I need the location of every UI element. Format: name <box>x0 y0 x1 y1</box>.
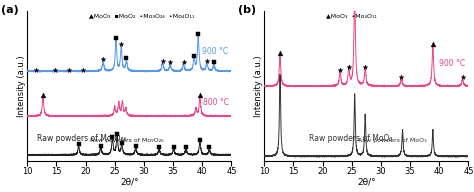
Text: 800 °C: 800 °C <box>202 98 228 107</box>
X-axis label: 2θ/°: 2θ/° <box>120 177 139 186</box>
Text: ▲MoO₃  •Mo₄O₁₁: ▲MoO₃ •Mo₄O₁₁ <box>326 13 376 18</box>
Text: Raw powders of Mo₉O₂₆: Raw powders of Mo₉O₂₆ <box>90 138 163 143</box>
Text: Raw powders of MoO₃: Raw powders of MoO₃ <box>358 138 427 143</box>
Text: 900 °C: 900 °C <box>202 47 228 56</box>
Text: 900 °C: 900 °C <box>439 59 465 68</box>
Y-axis label: Intensity (a.u.): Intensity (a.u.) <box>254 55 263 117</box>
Text: Raw powders of Mo₉O₂₆: Raw powders of Mo₉O₂₆ <box>37 134 127 143</box>
Text: (b): (b) <box>238 6 256 16</box>
Text: (a): (a) <box>1 6 18 16</box>
Text: ▲MoO₃  ▪MoO₂  •Mo₉O₂₆  •Mo₄O₁₁: ▲MoO₃ ▪MoO₂ •Mo₉O₂₆ •Mo₄O₁₁ <box>89 13 194 18</box>
X-axis label: 2θ/°: 2θ/° <box>357 177 376 186</box>
Text: Raw powders of MoO₃: Raw powders of MoO₃ <box>309 134 392 143</box>
Y-axis label: Intensity (a.u.): Intensity (a.u.) <box>17 55 26 117</box>
